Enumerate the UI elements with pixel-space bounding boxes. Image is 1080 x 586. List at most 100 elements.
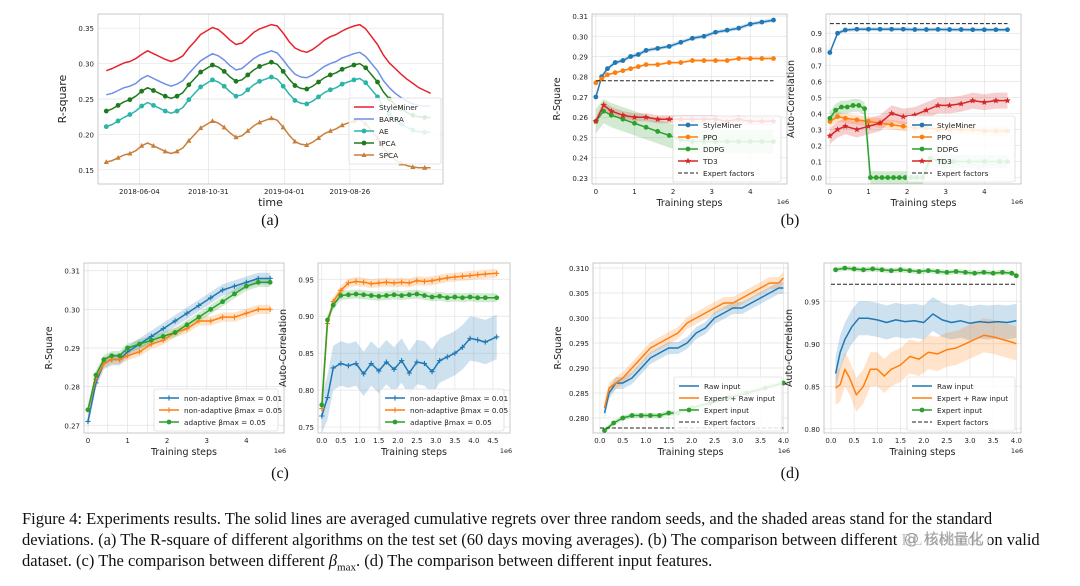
data-point xyxy=(833,267,838,273)
data-point xyxy=(151,88,156,93)
data-point xyxy=(220,287,226,293)
data-point xyxy=(345,280,352,286)
legend-box xyxy=(906,115,1016,183)
confidence-band xyxy=(88,304,271,415)
x-tick-label: 1.0 xyxy=(872,437,883,445)
data-point xyxy=(654,115,661,122)
y-tick-label: 0.2 xyxy=(811,143,822,151)
legend-marker xyxy=(685,146,691,152)
legend-label: Expert factors xyxy=(703,169,755,178)
data-point xyxy=(391,280,397,286)
data-point xyxy=(612,60,618,65)
axes-frame xyxy=(825,13,1022,185)
y-tick-label: 0.90 xyxy=(298,313,314,321)
data-point xyxy=(899,113,907,120)
legend-label: Expert input xyxy=(937,406,982,415)
data-point xyxy=(835,30,840,36)
x-tick-label: 3.5 xyxy=(449,437,460,445)
x-tick-label: 2.0 xyxy=(918,437,929,445)
data-point xyxy=(833,107,839,113)
y-tick-label: 0.85 xyxy=(298,350,314,358)
data-point xyxy=(459,344,466,350)
data-point xyxy=(655,62,661,67)
x-tick-label: 2.5 xyxy=(411,437,422,445)
data-point xyxy=(151,102,156,108)
data-point xyxy=(628,66,634,72)
legend-label: DDPG xyxy=(937,145,959,154)
data-point xyxy=(172,330,178,335)
x-scale-offset: 1e6 xyxy=(1011,198,1023,206)
data-point xyxy=(127,97,133,103)
data-point xyxy=(835,114,840,120)
data-point xyxy=(268,115,274,121)
legend-label: adaptive βmax = 0.05 xyxy=(184,418,266,427)
data-point xyxy=(429,294,435,300)
axes-frame xyxy=(83,262,285,434)
legend: StyleMiner BARRA AE IPCA SPCA xyxy=(348,97,442,165)
y-tick-label: 0.95 xyxy=(298,276,314,284)
y-axis-label: Auto-Correlation xyxy=(786,60,797,138)
data-point xyxy=(689,58,695,63)
y-tick-label: 0.280 xyxy=(569,415,589,423)
data-point xyxy=(339,66,345,72)
data-point xyxy=(666,410,672,416)
y-axis-label: R-Square xyxy=(44,326,55,369)
x-tick-label: 3.0 xyxy=(430,437,441,445)
legend-label: non-adaptive βmax = 0.01 xyxy=(410,394,508,403)
data-point xyxy=(856,103,862,108)
x-axis-label: Training steps xyxy=(380,447,447,458)
data-point xyxy=(655,46,661,51)
x-tick-label: 0 xyxy=(594,188,598,196)
panel-b2: 0.0 0.1 0.2 0.3 0.4 0.5 0.6 0.7 0.8 0.9 0 1 2 3 4 Train… xyxy=(786,13,1023,209)
panel-b1: 0.23 0.24 0.25 0.26 0.27 0.28 0.29 0.30 0.31 0 1 2 3… xyxy=(552,13,789,209)
data-point xyxy=(368,360,374,367)
data-point xyxy=(925,268,931,274)
data-point xyxy=(101,357,107,362)
watermark-text: @ 核桃量化 xyxy=(900,528,988,549)
data-point xyxy=(437,276,443,282)
data-point xyxy=(383,359,390,365)
data-point xyxy=(620,68,626,74)
legend-marker xyxy=(361,128,367,134)
data-point xyxy=(911,111,919,118)
data-point xyxy=(422,164,428,170)
data-point xyxy=(85,418,91,425)
legend-label: AE xyxy=(379,127,389,136)
x-axis-label: time xyxy=(258,196,283,209)
legend-label: non-adaptive βmax = 0.01 xyxy=(184,394,282,403)
data-point xyxy=(351,62,357,68)
data-point xyxy=(292,98,298,103)
series-line xyxy=(603,277,784,409)
data-point xyxy=(327,128,333,133)
panel-a: 0.15 0.20 0.25 0.30 0.35 2018-06-04 2018-10-31… xyxy=(56,13,444,209)
legend-label: TD3 xyxy=(702,157,718,166)
axes-frame xyxy=(591,13,788,185)
x-scale-offset: 1e6 xyxy=(274,447,286,455)
data-point xyxy=(103,108,109,114)
data-point xyxy=(117,353,123,359)
data-point xyxy=(186,82,192,88)
data-point xyxy=(351,77,357,83)
data-point xyxy=(876,119,884,126)
data-point xyxy=(233,134,239,140)
y-tick-label: 0.30 xyxy=(78,61,94,69)
data-point xyxy=(467,335,473,341)
data-point xyxy=(759,19,765,25)
data-point xyxy=(174,93,180,99)
data-point xyxy=(655,128,661,134)
x-tick-label: 4.5 xyxy=(487,437,498,445)
panel-d1: 0.280 0.285 0.290 0.295 0.300 0.305 0.310 0.0 0.… xyxy=(553,262,790,458)
y-tick-label: 0.29 xyxy=(572,54,588,62)
data-point xyxy=(620,415,626,421)
data-point xyxy=(437,293,443,299)
legend-label: StyleMiner xyxy=(937,121,976,130)
data-point xyxy=(934,102,942,109)
legend: StyleMiner PPO DDPG TD3 Expert factors xyxy=(672,115,782,183)
data-point xyxy=(109,353,115,359)
data-point xyxy=(316,79,321,85)
data-point xyxy=(209,118,216,123)
y-axis-label: R-Square xyxy=(553,326,564,369)
data-point xyxy=(879,267,885,273)
data-point xyxy=(460,295,465,301)
